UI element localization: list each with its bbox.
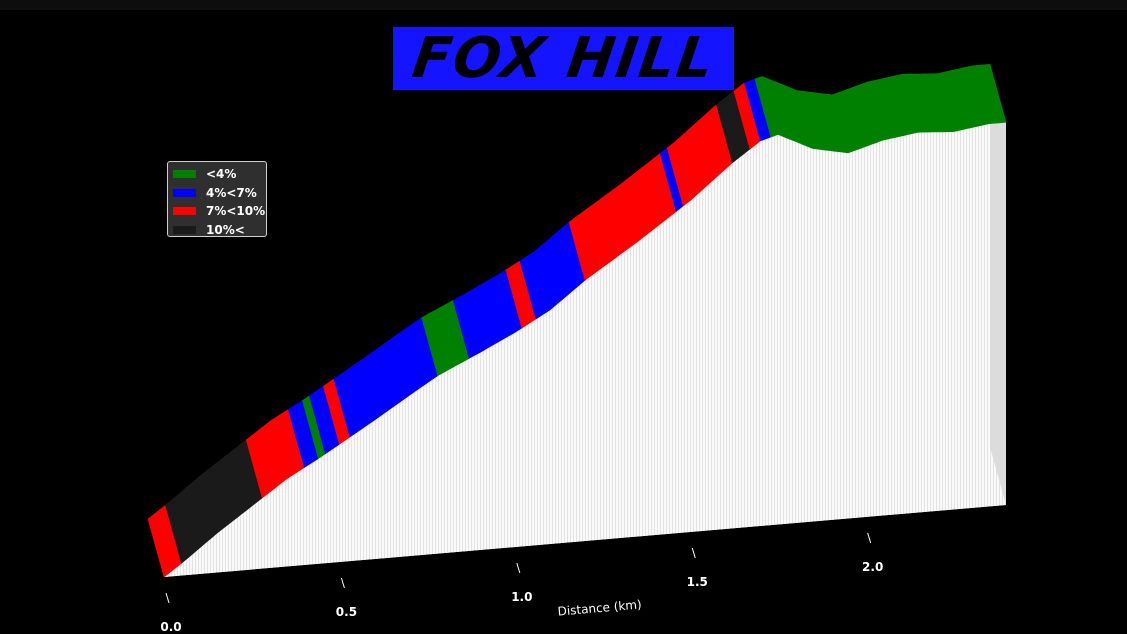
legend-swatch-black: [173, 225, 196, 234]
x-tick-label: 0.5: [336, 605, 357, 619]
x-axis: 0.0 0.5 1.0 1.5 2.0: [160, 532, 883, 634]
legend-swatch-blue: [173, 188, 196, 197]
x-tick-mark: [691, 547, 696, 559]
right-wall: [990, 64, 1006, 505]
front-wall: [164, 122, 1006, 578]
legend-item-4to7: 4%<7%: [173, 184, 266, 203]
x-tick-mark: [867, 532, 872, 544]
x-tick-label: 0.0: [160, 620, 181, 634]
right-wall-surface: [990, 64, 1006, 505]
x-tick-mark: [516, 562, 521, 574]
ribbon-segment: [754, 63, 1007, 154]
x-axis-label: Distance (km): [557, 597, 642, 618]
x-tick-label: 1.5: [687, 575, 708, 589]
gradient-ribbon: [147, 63, 1007, 578]
x-tick-mark: [165, 592, 170, 604]
legend-item-7to10: 7%<10%: [173, 202, 266, 221]
x-tick-label: 2.0: [862, 560, 883, 574]
legend: <4% 4%<7% 7%<10% 10%<: [167, 161, 267, 237]
x-tick-mark: [340, 577, 345, 589]
legend-swatch-red: [173, 207, 196, 216]
legend-item-lt4: <4%: [173, 165, 266, 184]
x-tick-label: 1.0: [511, 590, 532, 604]
legend-swatch-green: [173, 170, 196, 179]
title-banner: FOX HILL: [393, 26, 734, 91]
top-bar: [0, 0, 1127, 10]
legend-item-gt10: 10%<: [173, 221, 266, 240]
front-wall-surface: [164, 122, 1006, 578]
